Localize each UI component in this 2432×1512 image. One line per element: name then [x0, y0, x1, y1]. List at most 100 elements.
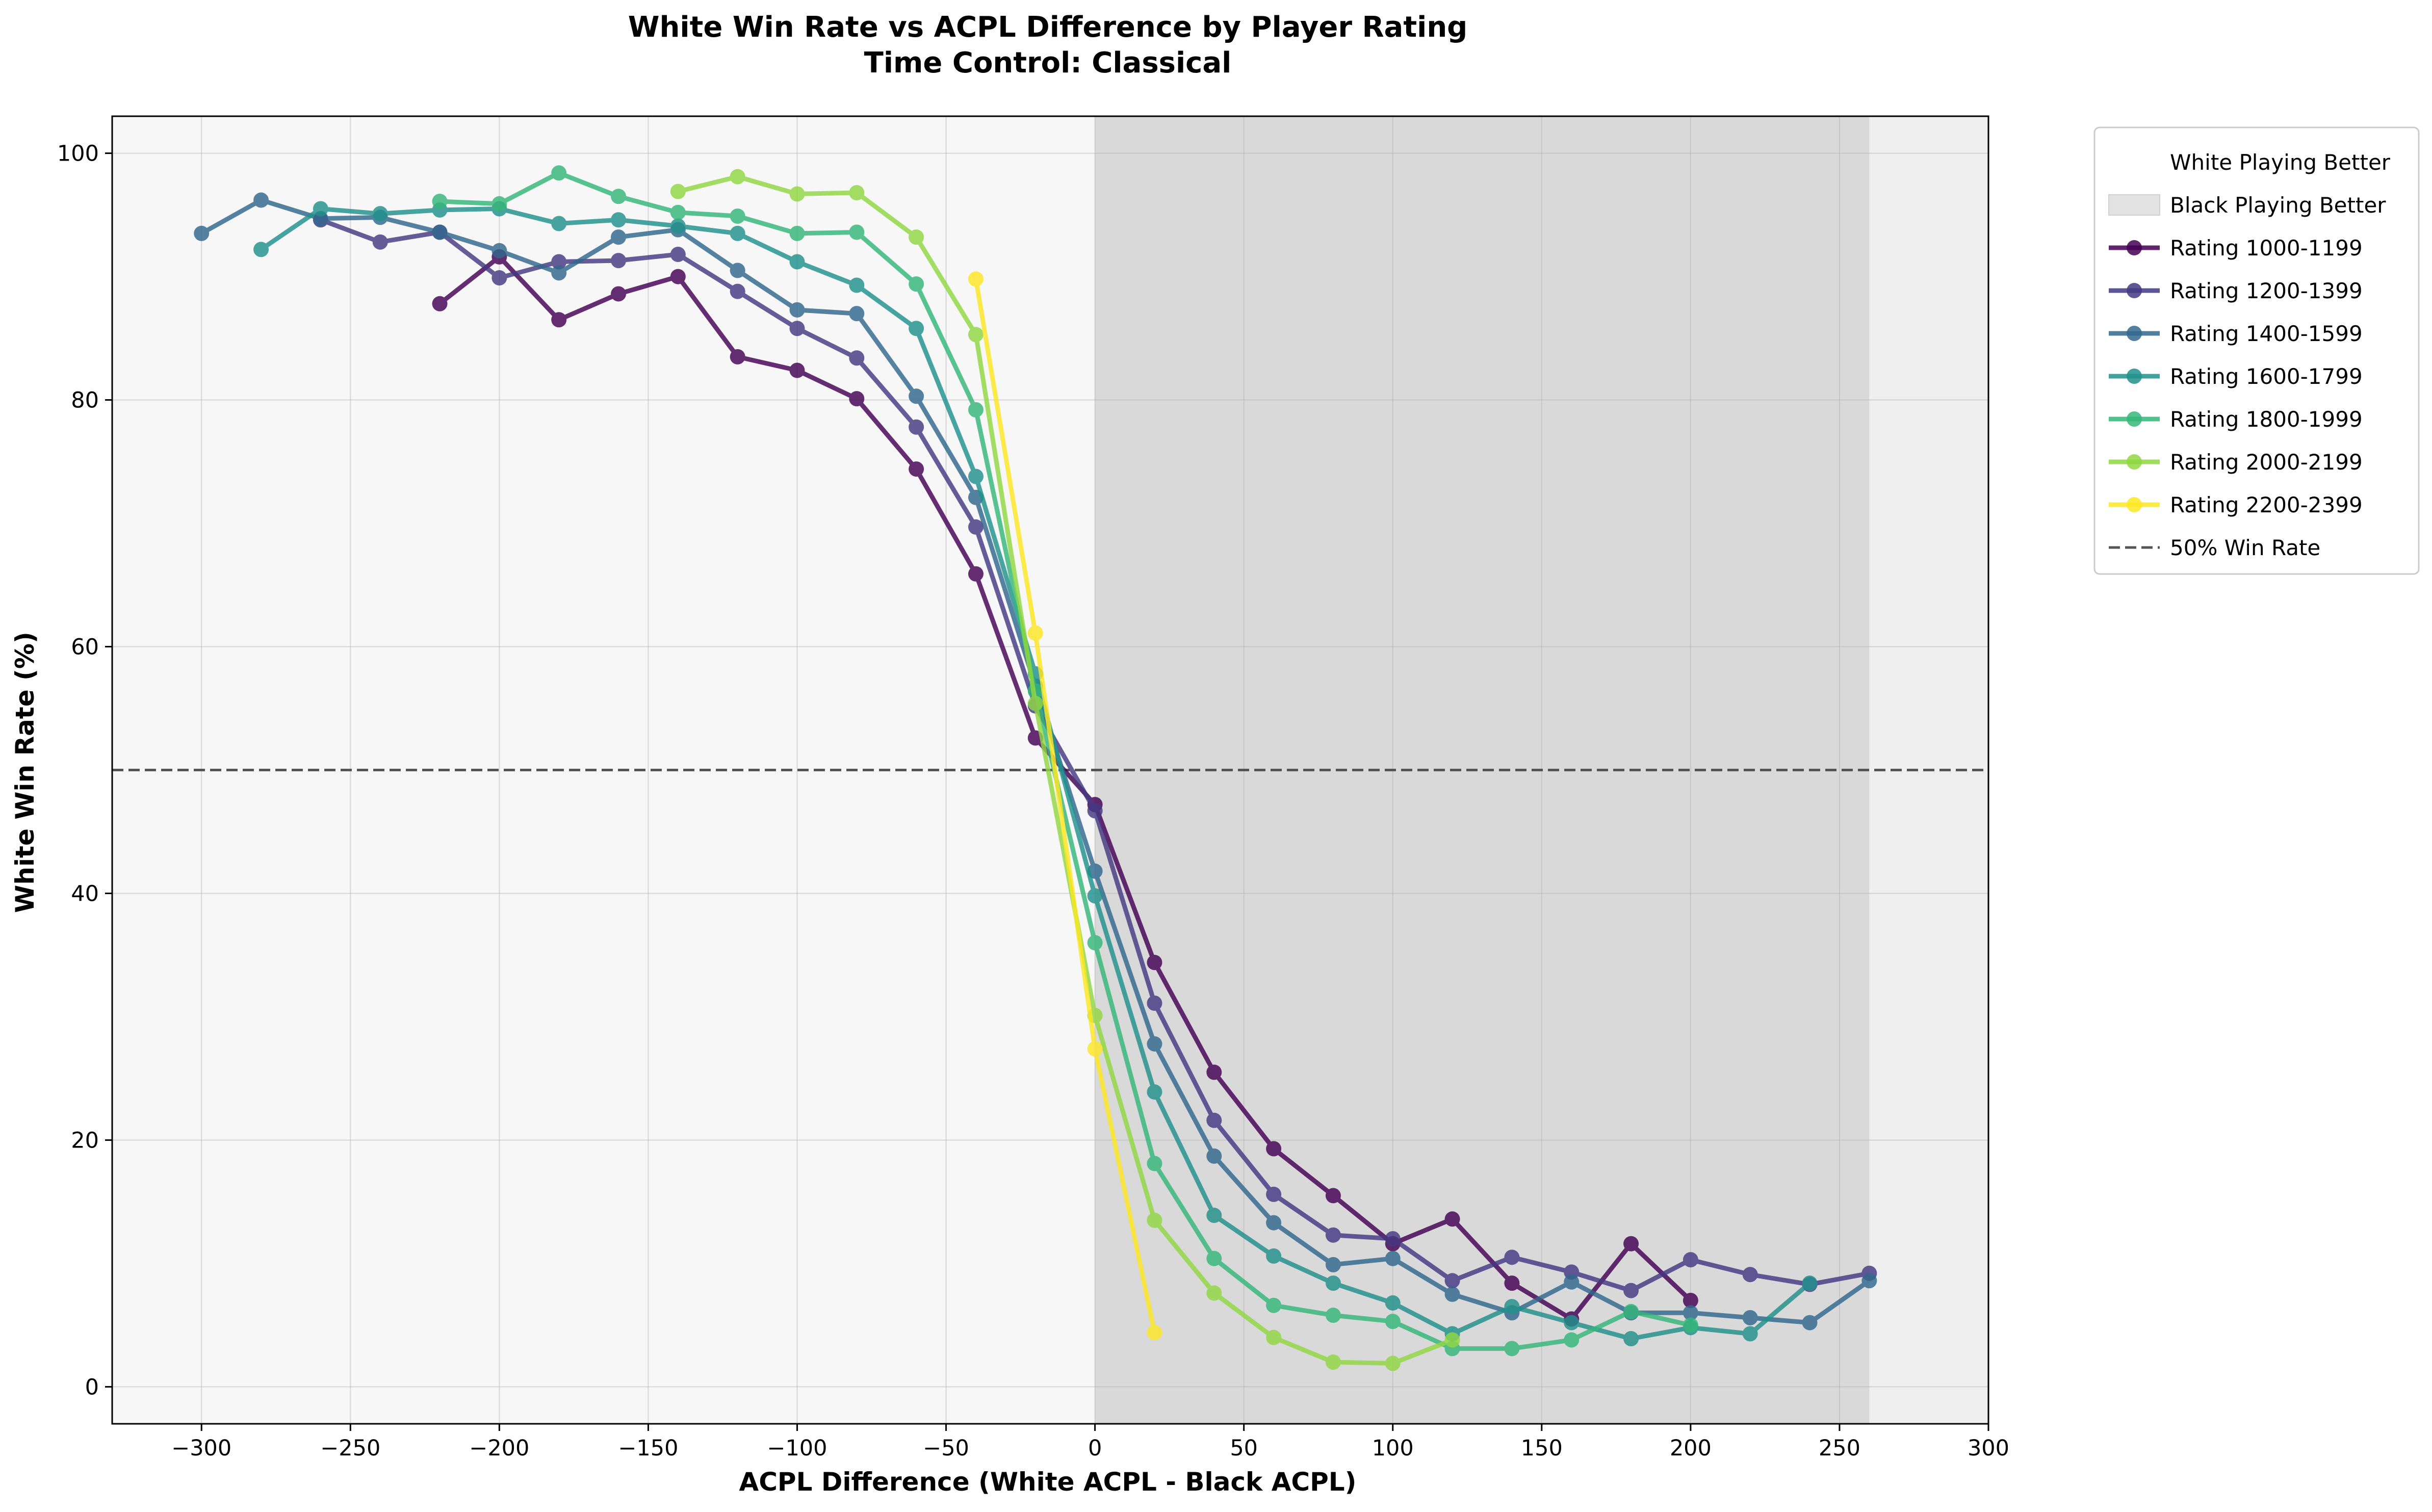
- x-tick-label: −100: [767, 1436, 827, 1461]
- data-point: [611, 286, 627, 302]
- data-point: [1564, 1274, 1580, 1290]
- data-point: [253, 242, 269, 257]
- data-point: [670, 269, 686, 284]
- data-point: [1325, 1257, 1341, 1272]
- data-point: [551, 254, 567, 270]
- x-tick-label: 100: [1372, 1436, 1414, 1461]
- data-point: [1325, 1308, 1341, 1323]
- data-point: [730, 225, 745, 241]
- y-axis-title: White Win Rate (%): [10, 632, 40, 913]
- y-tick-label: 20: [71, 1128, 99, 1153]
- data-point: [730, 208, 745, 224]
- legend-box: [2093, 126, 2420, 575]
- data-point: [551, 265, 567, 281]
- legend-label: Rating 1000-1199: [2170, 236, 2363, 260]
- data-point: [730, 283, 745, 299]
- legend-marker: [2127, 454, 2142, 470]
- data-point: [1504, 1249, 1520, 1265]
- data-point: [1206, 1208, 1222, 1223]
- series-line: [676, 174, 1455, 1366]
- data-point: [909, 461, 924, 477]
- data-point: [968, 566, 984, 582]
- data-point: [1147, 1212, 1162, 1228]
- chart-title-group: White Win Rate vs ACPL Difference by Pla…: [628, 11, 1468, 80]
- series-2200-2399: [968, 271, 1162, 1340]
- data-point: [313, 201, 328, 217]
- data-point: [491, 196, 507, 212]
- data-point: [611, 212, 627, 228]
- data-point: [1087, 803, 1103, 819]
- data-point: [1206, 1064, 1222, 1080]
- y-tick-label: 40: [71, 881, 99, 906]
- data-point: [968, 327, 984, 343]
- x-tick-label: 200: [1670, 1436, 1712, 1461]
- axes-frame: [111, 115, 1989, 1425]
- data-point: [1444, 1332, 1460, 1348]
- data-point: [849, 350, 865, 366]
- data-point: [909, 229, 924, 245]
- data-point: [1683, 1305, 1698, 1321]
- data-point: [789, 362, 805, 378]
- legend-label: 50% Win Rate: [2170, 535, 2320, 560]
- data-point: [1027, 695, 1043, 711]
- data-point: [1623, 1283, 1639, 1298]
- data-point: [1147, 1084, 1162, 1100]
- legend-label: Rating 2000-2199: [2170, 450, 2363, 475]
- data-point: [1504, 1341, 1520, 1357]
- x-tick-label: 0: [1088, 1436, 1102, 1461]
- plot-area: −300 −250 −200 −150 −100 −50 0 50 100 150 200 250 30…: [57, 115, 2009, 1461]
- data-point: [849, 277, 865, 293]
- legend-marker: [2127, 283, 2142, 298]
- y-tick-label: 0: [85, 1374, 99, 1400]
- data-point: [909, 388, 924, 404]
- data-point: [849, 185, 865, 201]
- data-point: [1206, 1112, 1222, 1128]
- data-point: [1385, 1295, 1401, 1311]
- data-point: [849, 391, 865, 407]
- legend-marker: [2127, 326, 2142, 341]
- data-point: [1623, 1304, 1639, 1319]
- data-point: [1325, 1275, 1341, 1291]
- data-point: [909, 321, 924, 336]
- data-point: [611, 189, 627, 204]
- x-tick-label: 50: [1230, 1436, 1258, 1461]
- legend-marker: [2127, 497, 2142, 512]
- data-point: [968, 468, 984, 484]
- data-point: [611, 229, 627, 245]
- x-tick-label: −200: [469, 1436, 529, 1461]
- data-point: [432, 224, 448, 240]
- data-point: [1147, 995, 1162, 1011]
- data-point: [551, 312, 567, 328]
- data-point: [1861, 1273, 1877, 1289]
- data-point: [194, 225, 210, 241]
- data-point: [1444, 1211, 1460, 1227]
- data-point: [789, 302, 805, 318]
- data-point: [432, 193, 448, 209]
- series-line: [437, 170, 1693, 1351]
- legend-swatch: [2108, 194, 2160, 216]
- data-point: [253, 192, 269, 208]
- data-point: [1742, 1326, 1758, 1342]
- x-tick-label: −300: [171, 1436, 231, 1461]
- legend-label: White Playing Better: [2170, 150, 2391, 175]
- data-point: [1325, 1354, 1341, 1370]
- data-point: [1087, 935, 1103, 951]
- data-point: [1206, 1148, 1222, 1164]
- x-tick-label: −50: [923, 1436, 969, 1461]
- data-point: [1147, 1156, 1162, 1171]
- data-point: [909, 419, 924, 435]
- legend-label: Rating 1800-1999: [2170, 407, 2363, 432]
- data-point: [968, 519, 984, 535]
- legend-label: Black Playing Better: [2170, 193, 2386, 218]
- data-point: [670, 204, 686, 220]
- data-point: [1683, 1252, 1698, 1268]
- data-point: [1385, 1231, 1401, 1247]
- legend: White Playing Better Black Playing Better…: [2093, 126, 2420, 575]
- data-point: [1206, 1250, 1222, 1266]
- data-point: [730, 169, 745, 185]
- data-point: [1385, 1314, 1401, 1329]
- legend-label: Rating 1600-1799: [2170, 364, 2363, 389]
- data-point: [968, 271, 984, 287]
- data-point: [491, 270, 507, 285]
